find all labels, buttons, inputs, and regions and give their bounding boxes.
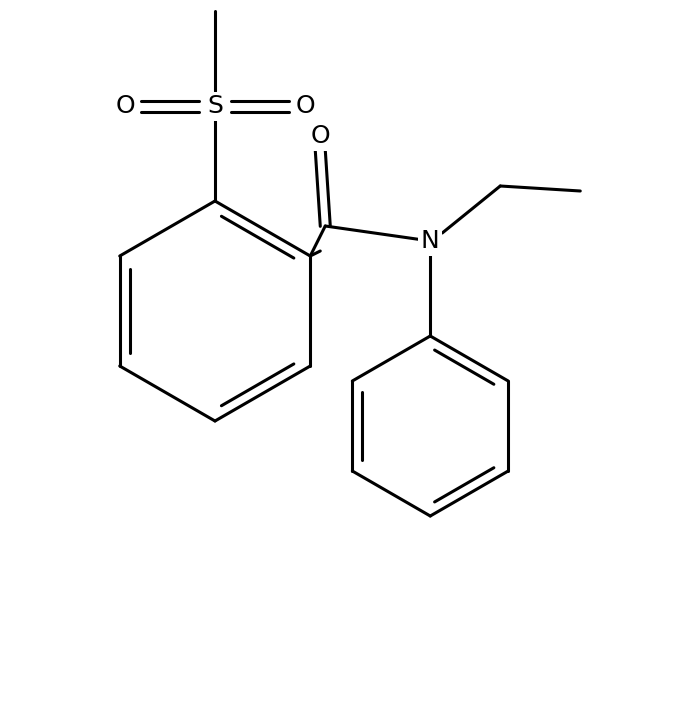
- Text: O: O: [311, 124, 330, 148]
- Text: N: N: [421, 229, 440, 253]
- Text: O: O: [295, 94, 315, 118]
- Text: O: O: [116, 94, 135, 118]
- Text: S: S: [207, 94, 223, 118]
